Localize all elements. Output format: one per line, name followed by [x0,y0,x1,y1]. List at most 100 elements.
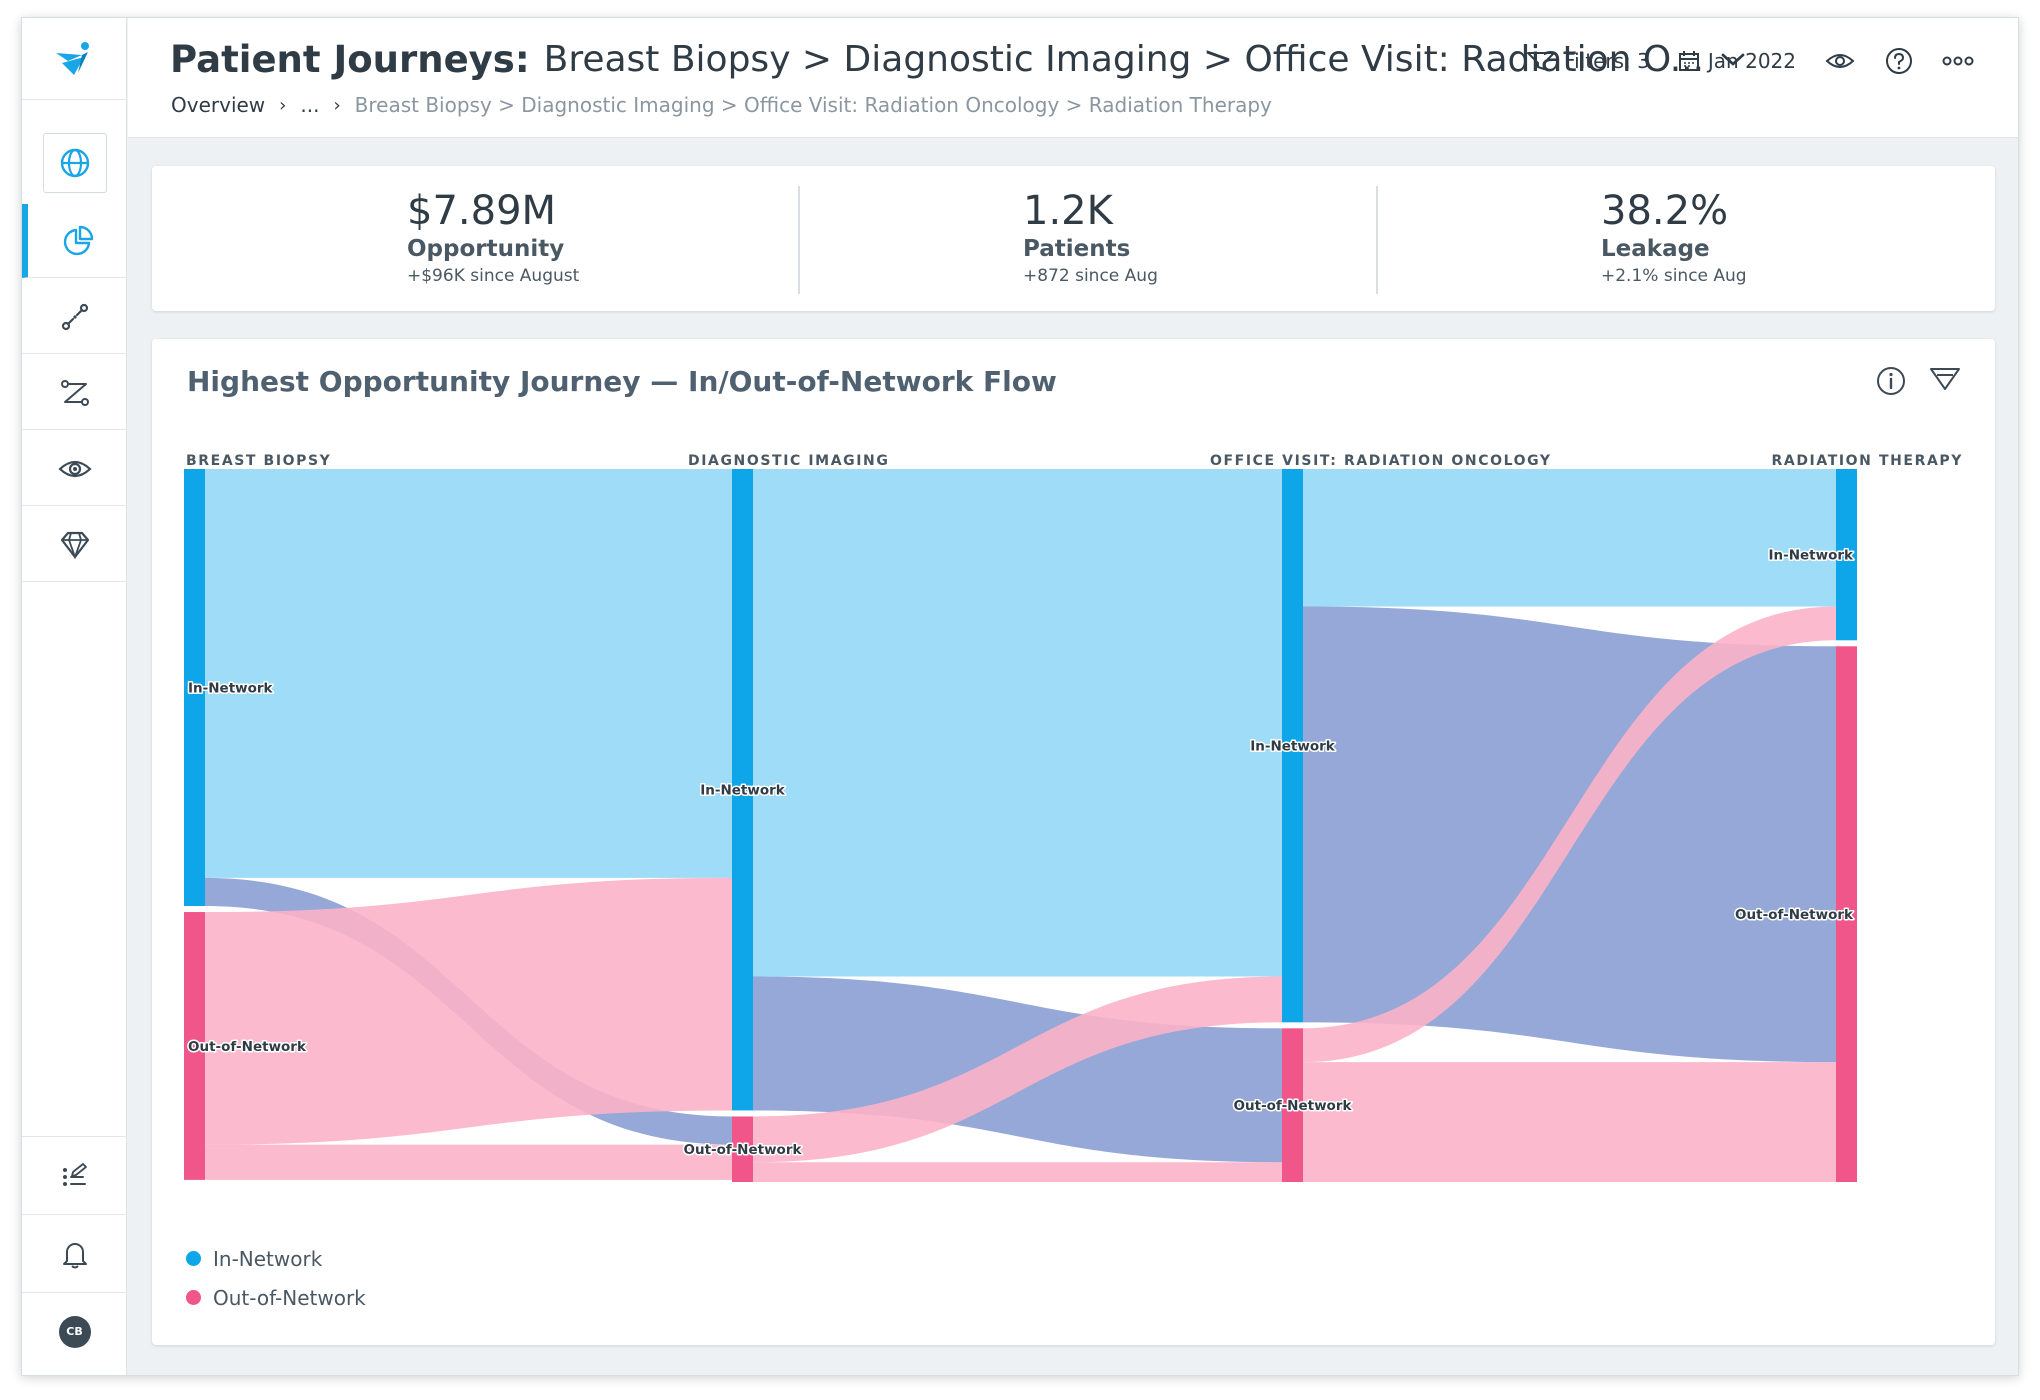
kpi-label: Patients [1023,236,1131,262]
chevron-down-icon[interactable] [1720,52,1746,68]
app-logo[interactable] [22,18,127,100]
journey-path-title[interactable]: Breast Biopsy > Diagnostic Imaging > Off… [543,39,1705,80]
sidebar-item-journeys[interactable] [22,280,127,354]
sankey-node-label: In-Network [700,783,786,799]
chart-actions [1875,365,1961,397]
diamond-icon [60,531,89,559]
stage-label-diagnostic-imaging: DIAGNOSTIC IMAGING [688,453,890,469]
sidebar-item-watch[interactable] [22,432,127,506]
kpi-divider [798,186,800,294]
sankey-node-rt_in[interactable] [1836,469,1857,641]
flow-icon [60,379,89,406]
breadcrumb: Overview › ... › Breast Biopsy > Diagnos… [171,93,1272,117]
legend-item-out-of-network[interactable]: Out-of-Network [186,1278,366,1317]
sankey-link-bb_out-di_out[interactable] [205,1144,732,1180]
kpi-label: Opportunity [407,236,565,262]
sankey-link-di_out-ov_in[interactable] [753,976,1282,1163]
sankey-link-ov_out-rt_out[interactable] [1303,1062,1836,1182]
info-icon[interactable] [1875,365,1907,397]
sidebar-item-profile[interactable]: CB [22,1292,127,1370]
sankey-node-label: Out-of-Network [188,1039,307,1055]
journey-icon [61,303,88,330]
app-window: CB Patient Journeys: Breast Biopsy > Dia… [21,17,2019,1376]
sankey-link-di_in-ov_in[interactable] [753,469,1282,977]
sankey-link-bb_in-di_in[interactable] [205,469,732,878]
date-label: Jan 2022 [1707,49,1796,73]
checklist-icon [62,1162,87,1186]
sidebar-item-value[interactable] [22,508,127,582]
kpi-patients: 1.2K Patients +872 since Aug [1023,188,1158,286]
journey-flow-card: In-Network Out-of-Network In-Network Out-of… [152,339,1995,1345]
stage-label-office-visit: OFFICE VISIT: RADIATION ONCOLOGY [1210,453,1552,469]
kpi-value: 1.2K [1023,188,1113,234]
kpi-change: +2.1% since Aug [1601,266,1747,286]
sankey-node-bb_in[interactable] [184,469,205,907]
avatar[interactable]: CB [58,1315,91,1348]
kpi-summary-card: $7.89M Opportunity +$96K since August 1.… [152,166,1995,311]
chart-title: Highest Opportunity Journey — In/Out-of-… [187,365,1057,398]
funnel-filter-icon[interactable] [1929,365,1961,393]
legend-swatch [186,1251,201,1266]
page-header: Patient Journeys: Breast Biopsy > Diagno… [128,18,2018,138]
sankey-node-ov_in[interactable] [1282,469,1303,1023]
sankey-node-label: Out-of-Network [684,1142,803,1158]
sankey-node-rt_out[interactable] [1836,646,1857,1182]
breadcrumb-current-path: Breast Biopsy > Diagnostic Imaging > Off… [354,93,1272,117]
more-options-icon[interactable] [1942,54,1974,68]
sankey-node-label: In-Network [188,681,274,697]
breadcrumb-overview[interactable]: Overview [171,93,266,117]
sankey-link-di_out-ov_out[interactable] [753,1162,1282,1182]
page-title: Patient Journeys: Breast Biopsy > Diagno… [170,38,1746,81]
kpi-change: +872 since Aug [1023,266,1158,286]
sankey-node-label: Out-of-Network [1234,1098,1353,1114]
filters-button[interactable]: Filters: 3 [1526,49,1650,73]
breadcrumb-separator-icon: › [279,94,287,116]
kpi-value: 38.2% [1601,188,1729,234]
sankey-node-label: In-Network [1768,548,1854,564]
bell-icon [62,1242,87,1268]
kpi-label: Leakage [1601,236,1710,262]
legend-item-in-network[interactable]: In-Network [186,1239,366,1278]
sankey-chart: In-Network Out-of-Network In-Network Out-of… [184,469,1857,1182]
breadcrumb-ellipsis[interactable]: ... [300,93,320,117]
logo-icon [55,41,89,75]
filter-icon [1527,52,1556,70]
globe-icon [60,148,89,178]
sankey-node-bb_out[interactable] [184,912,205,1180]
pie-chart-icon [63,225,93,255]
sankey-node-label: In-Network [1250,739,1336,755]
breadcrumb-separator-icon: › [333,94,341,116]
kpi-change: +$96K since August [407,266,580,286]
sankey-node-di_out[interactable] [732,1116,753,1182]
sidebar-item-tasks[interactable] [22,1136,127,1214]
page-title-label: Patient Journeys: [170,38,530,81]
legend-label: Out-of-Network [213,1285,366,1310]
kpi-divider [1376,186,1378,294]
sankey-link-ov_out-rt_in[interactable] [1303,606,1836,1063]
sankey-node-ov_out[interactable] [1282,1028,1303,1182]
sidebar-item-flows[interactable] [22,356,127,430]
kpi-leakage: 38.2% Leakage +2.1% since Aug [1601,188,1747,286]
kpi-opportunity: $7.89M Opportunity +$96K since August [407,188,579,286]
sankey-node-di_in[interactable] [732,469,753,1111]
chart-legend: In-Network Out-of-Network [186,1239,366,1317]
header-actions: Filters: 3 Jan 2022 [1526,46,1974,76]
sankey-link-ov_in-rt_in[interactable] [1303,469,1836,607]
stage-label-radiation-therapy: RADIATION THERAPY [1771,453,1963,469]
kpi-value: $7.89M [407,188,557,234]
stage-label-breast-biopsy: BREAST BIOPSY [186,453,332,469]
sidebar-item-globe[interactable] [22,126,127,200]
eye-icon [57,460,92,477]
sidebar: CB [22,18,127,1375]
calendar-icon [1678,51,1699,71]
legend-swatch [186,1290,201,1305]
legend-label: In-Network [213,1246,323,1271]
date-picker[interactable]: Jan 2022 [1678,49,1796,73]
view-icon[interactable] [1824,49,1856,73]
sidebar-item-analytics[interactable] [22,204,127,278]
sankey-link-bb_out-di_in[interactable] [205,877,732,1145]
filters-label: Filters: 3 [1564,49,1650,73]
sidebar-item-notifications[interactable] [22,1214,127,1292]
sankey-node-label: Out-of-Network [1735,907,1854,923]
help-icon[interactable] [1884,46,1914,76]
